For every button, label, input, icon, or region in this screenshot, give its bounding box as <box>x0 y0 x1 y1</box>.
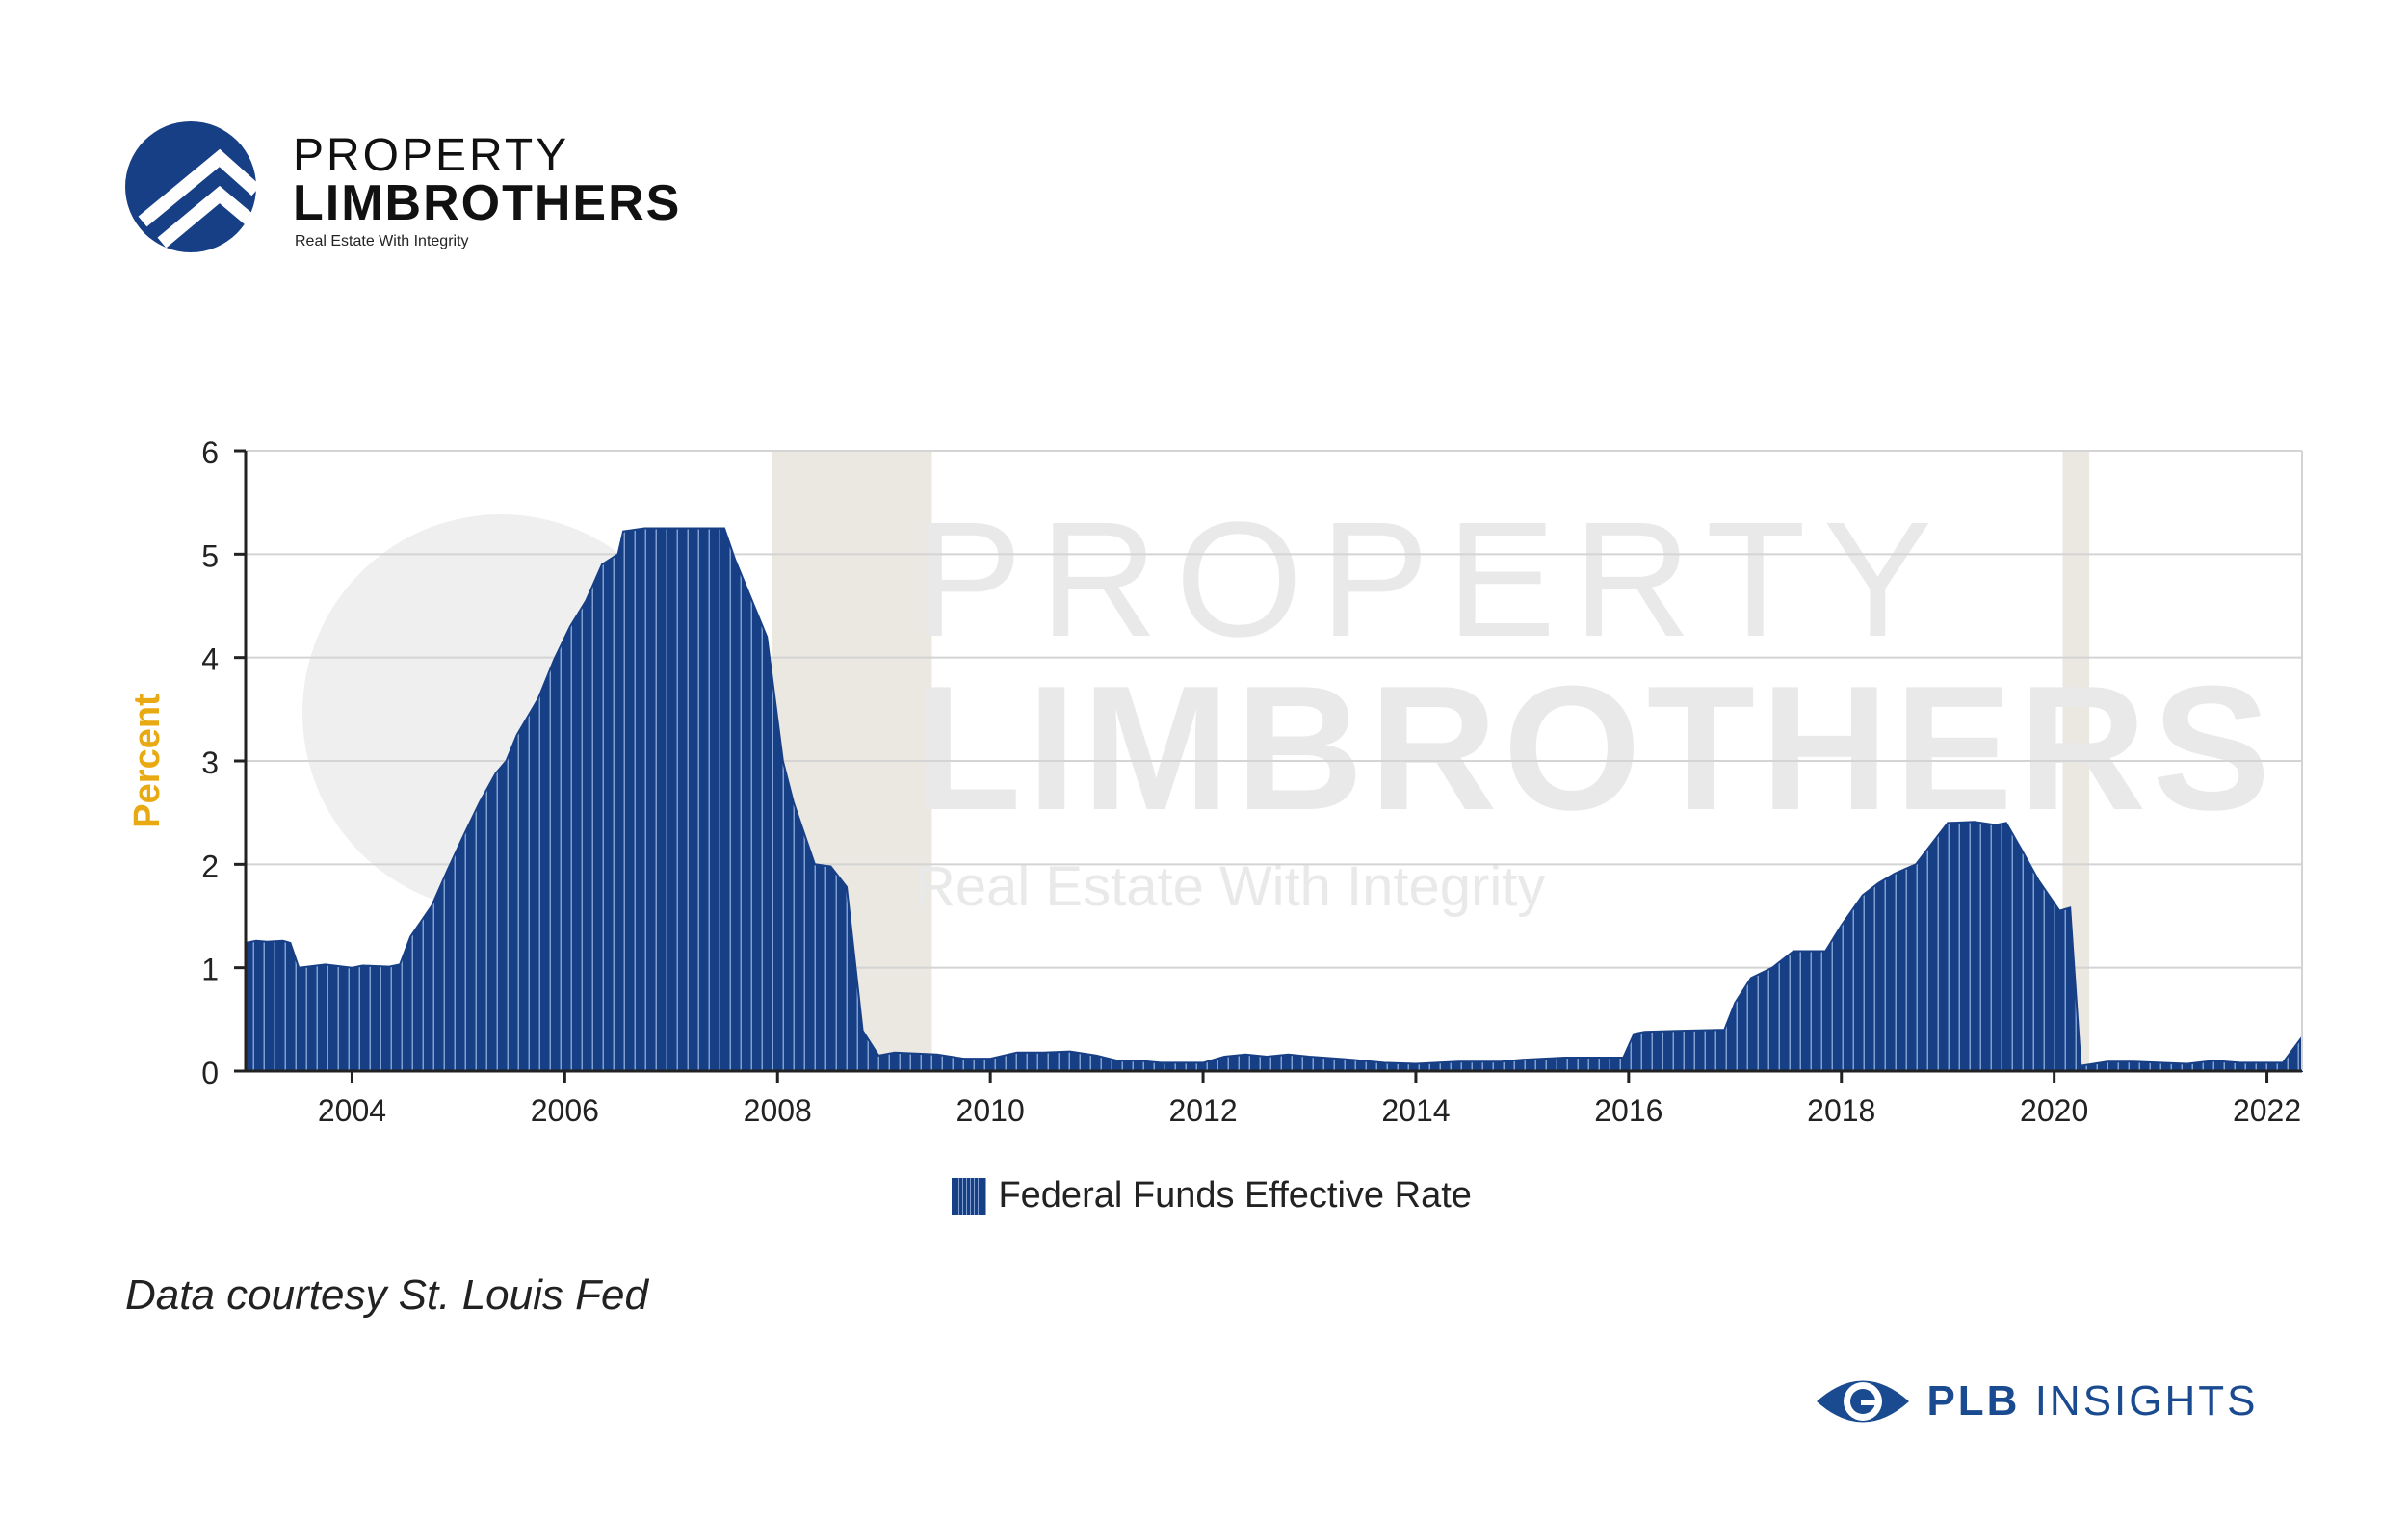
y-tick-label: 0 <box>201 1056 219 1090</box>
x-tick-label: 2020 <box>2020 1093 2088 1128</box>
legend-label: Federal Funds Effective Rate <box>998 1175 1472 1216</box>
legend-swatch <box>952 1177 986 1215</box>
watermark-line2: LIMBROTHERS <box>913 648 2276 847</box>
y-axis-label: Percent <box>127 694 168 828</box>
y-tick-label: 5 <box>201 538 219 573</box>
x-tick-label: 2012 <box>1168 1093 1237 1128</box>
watermark-line1: PROPERTY <box>913 488 1950 671</box>
brand-name-line1: PROPERTY <box>293 130 570 181</box>
watermark: PROPERTY LIMBROTHERS Real Estate With In… <box>302 488 2276 918</box>
rate-chart: PROPERTY LIMBROTHERS Real Estate With In… <box>0 414 2408 1243</box>
x-tick-label: 2004 <box>318 1093 386 1128</box>
series-area <box>245 527 2303 1072</box>
y-tick-label: 2 <box>201 849 219 883</box>
eye-icon <box>1817 1380 1909 1423</box>
brand-tagline: Real Estate With Integrity <box>295 233 469 249</box>
footer-title-rest: INSIGHTS <box>2034 1377 2259 1425</box>
x-tick-label: 2016 <box>1594 1093 1662 1128</box>
x-tick-label: 2018 <box>1807 1093 1875 1128</box>
footer-title: PLB INSIGHTS <box>1926 1377 2258 1426</box>
x-tick-label: 2006 <box>531 1093 599 1128</box>
y-tick-label: 1 <box>201 953 219 987</box>
footer-brand: PLB INSIGHTS <box>1813 1368 2258 1445</box>
x-tick-label: 2014 <box>1381 1093 1450 1128</box>
brand-name-line2: LIMBROTHERS <box>293 175 682 231</box>
x-axis-ticks: 2004 2006 2008 2010 2012 2014 2016 2018 2020 2022 <box>318 1071 2301 1128</box>
y-axis-ticks: 0 1 2 3 4 5 6 <box>201 435 246 1090</box>
house-roof-logo-icon <box>125 121 258 252</box>
watermark-line3: Real Estate With Integrity <box>915 855 1545 918</box>
brand-logo: PROPERTY LIMBROTHERS Real Estate With In… <box>123 119 682 264</box>
series-area-0 <box>245 527 2303 1072</box>
y-tick-label: 3 <box>201 746 219 780</box>
legend: Federal Funds Effective Rate <box>952 1175 1472 1221</box>
source-caption: Data courtesy St. Louis Fed <box>125 1271 648 1319</box>
y-tick-label: 6 <box>201 435 219 470</box>
footer-title-bold: PLB <box>1926 1377 2021 1425</box>
chart-canvas: PROPERTY LIMBROTHERS Real Estate With In… <box>127 435 2303 1128</box>
x-tick-label: 2008 <box>744 1093 812 1128</box>
x-tick-label: 2022 <box>2233 1093 2301 1128</box>
x-tick-label: 2010 <box>956 1093 1025 1128</box>
y-tick-label: 4 <box>201 642 219 677</box>
